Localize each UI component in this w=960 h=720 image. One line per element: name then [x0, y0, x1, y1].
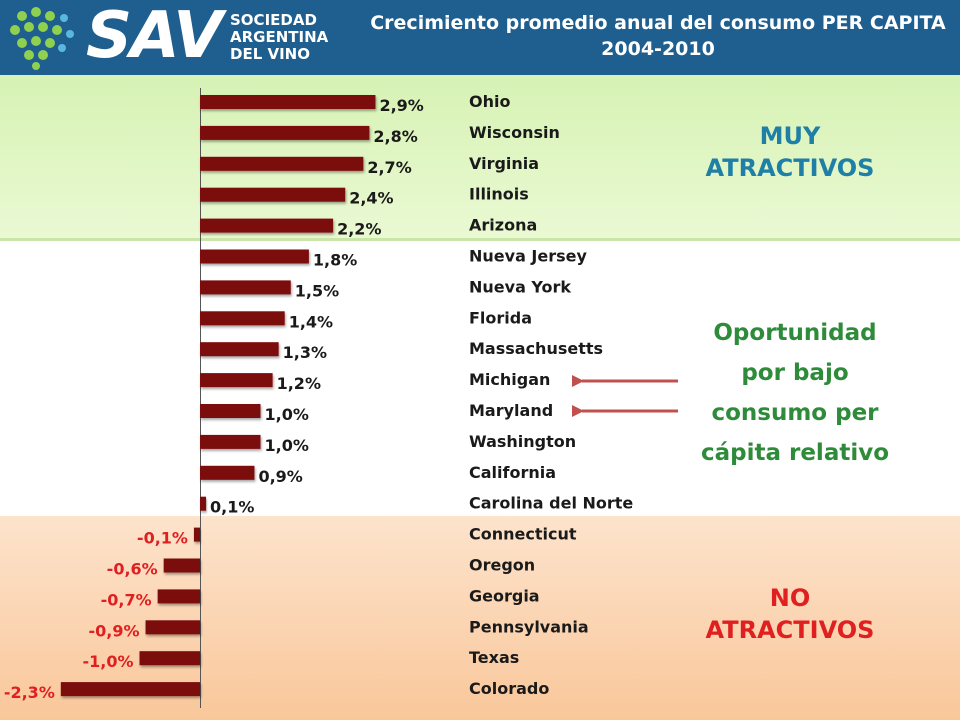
- category-label-nueva-jersey: Nueva Jersey: [469, 247, 588, 266]
- data-label-michigan: 1,2%: [277, 374, 321, 393]
- zone-bot-line-1: NO: [769, 584, 811, 612]
- attractive-zone-border: [0, 238, 960, 241]
- category-label-illinois: Illinois: [469, 185, 529, 204]
- zone-top-line-2: ATRACTIVOS: [705, 154, 875, 182]
- category-label-ohio: Ohio: [469, 92, 510, 111]
- zone-label-not-attractive: NO ATRACTIVOS: [690, 582, 890, 646]
- bar-carolina-del-norte: [200, 496, 207, 511]
- category-label-texas: Texas: [469, 648, 519, 667]
- bar-wisconsin: [200, 125, 370, 140]
- data-label-arizona: 2,2%: [337, 220, 381, 239]
- category-label-florida: Florida: [469, 308, 532, 327]
- bar-virginia: [200, 156, 364, 171]
- zone-mid-line-4: cápita relativo: [700, 440, 890, 466]
- zone-mid-line-2: por bajo: [741, 360, 849, 386]
- data-label-georgia: -0,7%: [101, 590, 152, 609]
- bar-nueva-jersey: [200, 249, 309, 264]
- bar-georgia: [157, 589, 200, 604]
- bar-colorado: [60, 682, 200, 697]
- data-label-massachusetts: 1,3%: [283, 343, 327, 362]
- category-label-washington: Washington: [469, 432, 576, 451]
- bar-massachusetts: [200, 342, 279, 357]
- data-label-maryland: 1,0%: [265, 405, 309, 424]
- logo-subtitle: SOCIEDAD ARGENTINA DEL VINO: [230, 12, 328, 63]
- data-label-nueva-york: 1,5%: [295, 281, 339, 300]
- zero-axis: [200, 88, 201, 708]
- chart-title: Crecimiento promedio anual del consumo P…: [358, 10, 958, 62]
- data-label-ohio: 2,9%: [379, 96, 423, 115]
- bar-maryland: [200, 404, 261, 418]
- category-label-wisconsin: Wisconsin: [469, 123, 560, 142]
- category-label-michigan: Michigan: [469, 370, 550, 389]
- bar-nueva-york: [200, 280, 291, 295]
- sav-logo-icon: [10, 7, 74, 70]
- data-label-pennsylvania: -0,9%: [89, 621, 140, 640]
- zone-mid-line-1: Oportunidad: [713, 320, 877, 346]
- data-label-washington: 1,0%: [265, 436, 309, 455]
- category-label-connecticut: Connecticut: [469, 525, 577, 544]
- bar-california: [200, 465, 255, 480]
- bar-pennsylvania: [145, 620, 200, 635]
- data-label-virginia: 2,7%: [367, 158, 411, 177]
- title-line-2: 2004-2010: [601, 38, 715, 60]
- logo-line-2: ARGENTINA: [230, 28, 329, 46]
- bar-washington: [200, 434, 261, 449]
- data-label-texas: -1,0%: [82, 652, 133, 671]
- logo-wordmark: SAV: [86, 0, 223, 73]
- bar-oregon: [163, 558, 200, 573]
- zone-mid-line-3: consumo per: [711, 400, 879, 426]
- data-label-illinois: 2,4%: [349, 189, 393, 208]
- data-label-wisconsin: 2,8%: [373, 127, 417, 146]
- bar-arizona: [200, 218, 334, 233]
- category-label-california: California: [469, 463, 556, 482]
- data-label-colorado: -2,3%: [4, 683, 55, 702]
- zone-bot-line-2: ATRACTIVOS: [705, 616, 875, 644]
- zone-top-line-1: MUY: [759, 122, 821, 150]
- data-label-nueva-jersey: 1,8%: [313, 251, 357, 270]
- bar-michigan: [200, 373, 273, 388]
- zone-label-very-attractive: MUY ATRACTIVOS: [690, 120, 890, 184]
- category-label-massachusetts: Massachusetts: [469, 339, 603, 358]
- data-label-florida: 1,4%: [289, 312, 333, 331]
- data-label-carolina-del-norte: 0,1%: [210, 498, 254, 517]
- logo-line-1: SOCIEDAD: [230, 11, 317, 29]
- category-label-virginia: Virginia: [469, 154, 539, 173]
- category-label-nueva-york: Nueva York: [469, 277, 571, 296]
- data-label-oregon: -0,6%: [107, 560, 158, 579]
- data-label-california: 0,9%: [258, 467, 302, 486]
- bar-florida: [200, 311, 285, 326]
- category-label-colorado: Colorado: [469, 679, 549, 698]
- bar-ohio: [200, 95, 376, 109]
- bar-connecticut: [193, 527, 200, 542]
- category-label-oregon: Oregon: [469, 556, 535, 575]
- header-bar: SAV SOCIEDAD ARGENTINA DEL VINO Crecimie…: [0, 0, 960, 75]
- bar-illinois: [200, 187, 346, 202]
- logo-line-3: DEL VINO: [230, 45, 310, 63]
- category-label-maryland: Maryland: [469, 401, 553, 420]
- category-label-georgia: Georgia: [469, 586, 540, 605]
- title-line-1: Crecimiento promedio anual del consumo P…: [370, 12, 946, 34]
- category-label-arizona: Arizona: [469, 216, 537, 235]
- bar-texas: [139, 651, 200, 666]
- zone-label-opportunity: Oportunidad por bajo consumo per cápita …: [690, 313, 900, 473]
- category-label-carolina-del-norte: Carolina del Norte: [469, 494, 633, 513]
- data-label-connecticut: -0,1%: [137, 529, 188, 548]
- attractive-zone-band: [0, 75, 960, 240]
- category-label-pennsylvania: Pennsylvania: [469, 617, 589, 636]
